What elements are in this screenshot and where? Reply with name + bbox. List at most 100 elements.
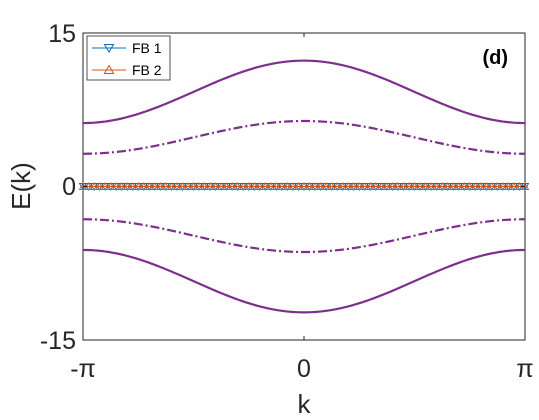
flat-band-marker-1-13 — [150, 182, 160, 190]
flat-band-marker-1-40 — [299, 182, 309, 190]
y-axis-label: E(k) — [6, 162, 36, 210]
flat-band-marker-1-41 — [305, 182, 314, 190]
flat-band-marker-1-30 — [244, 182, 254, 190]
flat-band-marker-1-74 — [487, 182, 497, 190]
flat-band-marker-1-67 — [448, 182, 458, 190]
band-curve-4 — [82, 218, 526, 254]
band-curve-3 — [82, 119, 526, 155]
flat-band-marker-1-8 — [122, 182, 132, 190]
flat-band-marker-1-17 — [172, 182, 182, 190]
flat-band-marker-1-15 — [161, 182, 171, 190]
flat-band-marker-1-29 — [238, 182, 248, 190]
y-tick-label-top: 15 — [48, 20, 76, 48]
flat-band-marker-1-49 — [349, 182, 358, 190]
y-tick-label-bottom: -15 — [40, 327, 76, 355]
x-tick-label-middle: 0 — [297, 355, 311, 383]
flat-band-marker-1-62 — [421, 182, 430, 190]
flat-band-marker-1-70 — [465, 182, 475, 190]
flat-band-marker-1-63 — [426, 182, 436, 190]
flat-band-marker-1-20 — [189, 182, 198, 190]
flat-band-marker-1-42 — [310, 182, 320, 190]
flat-band-markers — [78, 182, 530, 191]
flat-band-marker-1-51 — [360, 182, 370, 190]
flat-band-marker-1-26 — [222, 182, 231, 190]
flat-band-marker-1-53 — [371, 182, 381, 190]
flat-band-marker-1-16 — [167, 182, 176, 190]
flat-band-marker-1-47 — [338, 182, 347, 190]
band-curves — [82, 59, 526, 314]
flat-band-marker-1-44 — [321, 182, 331, 190]
flat-band-marker-1-7 — [117, 182, 126, 190]
flat-band-marker-1-61 — [415, 182, 425, 190]
flat-band-marker-1-73 — [482, 182, 491, 190]
flat-band-marker-1-14 — [156, 182, 165, 190]
flat-band-marker-1-28 — [233, 182, 242, 190]
flat-band-marker-1-68 — [454, 182, 463, 190]
legend-label-fb1: FB 1 — [132, 40, 162, 56]
triangle-up-icon — [103, 64, 115, 74]
flat-band-marker-1-18 — [178, 182, 187, 190]
flat-band-marker-1-64 — [432, 182, 441, 190]
x-tick-label-right: π — [516, 355, 533, 383]
flat-band-marker-1-31 — [250, 182, 259, 190]
flat-band-marker-1-48 — [343, 182, 353, 190]
flat-band-marker-1-19 — [183, 182, 193, 190]
flat-band-marker-1-56 — [388, 182, 397, 190]
flat-band-marker-1-77 — [504, 182, 513, 190]
flat-band-marker-1-32 — [255, 182, 265, 190]
legend-entry-fb1: FB 1 — [92, 40, 162, 56]
flat-band-marker-1-69 — [459, 182, 469, 190]
flat-band-marker-1-38 — [288, 182, 298, 190]
flat-band-marker-1-34 — [266, 182, 276, 190]
flat-band-marker-1-58 — [399, 182, 408, 190]
flat-band-marker-1-9 — [128, 182, 137, 190]
y-tick-label-middle: 0 — [62, 173, 76, 201]
flat-band-marker-1-23 — [205, 182, 215, 190]
flat-band-marker-1-10 — [133, 182, 143, 190]
flat-band-marker-1-12 — [145, 182, 154, 190]
flat-band-marker-1-50 — [354, 182, 364, 190]
panel-label: (d) — [482, 47, 508, 69]
flat-band-marker-1-21 — [194, 182, 204, 190]
flat-band-marker-1-59 — [404, 182, 414, 190]
legend-label-fb2: FB 2 — [132, 62, 162, 78]
flat-band-marker-1-72 — [476, 182, 486, 190]
x-axis-label: k — [298, 389, 312, 419]
flat-band-marker-1-4 — [100, 182, 110, 190]
flat-band-marker-1-11 — [139, 182, 149, 190]
flat-band-marker-1-36 — [277, 182, 287, 190]
x-tick-label-left: -π — [70, 355, 96, 383]
triangle-down-icon — [103, 44, 115, 53]
band-curve-2 — [82, 59, 526, 125]
flat-band-marker-1-78 — [509, 182, 519, 190]
flat-band-marker-1-33 — [261, 182, 270, 190]
flat-band-marker-1-39 — [294, 182, 303, 190]
flat-band-marker-1-71 — [471, 182, 480, 190]
flat-band-marker-1-75 — [493, 182, 502, 190]
flat-band-marker-1-55 — [382, 182, 392, 190]
flat-band-marker-1-43 — [316, 182, 325, 190]
flat-band-marker-1-57 — [393, 182, 403, 190]
flat-band-marker-1-22 — [200, 182, 209, 190]
flat-band-marker-1-54 — [377, 182, 386, 190]
axis-ticks — [82, 32, 526, 341]
flat-band-marker-1-66 — [443, 182, 452, 190]
flat-band-marker-1-52 — [366, 182, 375, 190]
flat-band-marker-1-24 — [211, 182, 220, 190]
band-curve-5 — [82, 248, 526, 314]
flat-band-marker-1-6 — [111, 182, 121, 190]
legend: FB 1 FB 2 — [86, 35, 171, 81]
flat-band-marker-1-2 — [89, 182, 99, 190]
flat-band-marker-1-3 — [95, 182, 104, 190]
flat-band-marker-1-45 — [327, 182, 336, 190]
flat-band-marker-1-37 — [283, 182, 292, 190]
flat-band-marker-1-60 — [410, 182, 419, 190]
legend-entry-fb2: FB 2 — [92, 62, 162, 78]
flat-band-marker-1-65 — [437, 182, 447, 190]
flat-band-marker-1-25 — [216, 182, 226, 190]
flat-band-marker-1-5 — [106, 182, 115, 190]
flat-band-marker-1-35 — [272, 182, 281, 190]
flat-band-marker-1-27 — [227, 182, 237, 190]
flat-band-marker-1-46 — [332, 182, 342, 190]
